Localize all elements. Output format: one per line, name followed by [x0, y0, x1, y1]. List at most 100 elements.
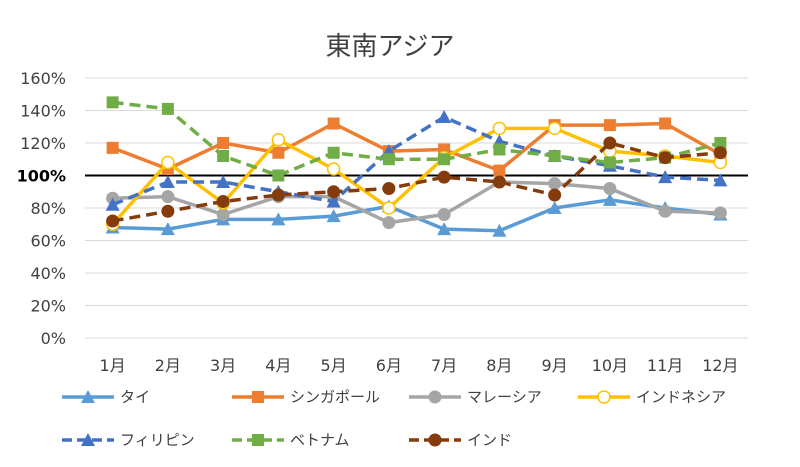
data-point [658, 170, 673, 184]
data-point [382, 216, 396, 230]
data-point [327, 185, 341, 199]
data-point [492, 175, 506, 189]
data-point [105, 197, 120, 211]
legend-marker [428, 433, 442, 447]
legend-marker [597, 390, 611, 404]
x-tick-label: 8月 [486, 356, 512, 375]
legend-label: インドネシア [636, 388, 726, 406]
data-point [382, 182, 396, 195]
data-point [493, 143, 506, 156]
data-point [603, 156, 616, 169]
data-point [382, 201, 396, 215]
data-point [161, 155, 175, 170]
y-tick-label: 100% [17, 167, 66, 186]
x-tick-label: 5月 [321, 356, 347, 375]
data-point [437, 222, 452, 236]
y-axis-ticks: 0% 20% 40% 60% 80% 100% 120% 140% 160% [17, 69, 66, 348]
data-point [603, 182, 617, 195]
data-point [272, 146, 285, 159]
data-point [272, 169, 285, 182]
y-tick-label: 120% [20, 134, 66, 153]
data-point [714, 137, 727, 149]
data-point [216, 195, 230, 208]
series-group [105, 96, 728, 237]
data-point [106, 141, 119, 154]
data-point [160, 222, 175, 236]
data-point [438, 153, 451, 166]
legend-marker [81, 433, 95, 446]
legend-item: マレーシア [409, 388, 542, 406]
legend-label: シンガポール [290, 388, 380, 406]
series-line [112, 180, 721, 225]
data-point [216, 175, 231, 188]
data-point [161, 102, 174, 115]
x-tick-label: 12月 [702, 356, 738, 375]
data-point [271, 188, 285, 202]
data-point [326, 162, 341, 176]
x-tick-label: 6月 [376, 356, 402, 375]
series-6 [106, 96, 727, 182]
legend-marker [81, 390, 95, 403]
data-point [603, 119, 616, 132]
legend-marker [428, 390, 442, 404]
data-point [603, 136, 617, 150]
legend-item: インド [409, 431, 512, 449]
data-point [217, 150, 230, 162]
y-tick-label: 20% [30, 297, 66, 316]
legend-label: タイ [120, 388, 150, 406]
data-point [492, 121, 507, 136]
data-point [216, 208, 230, 221]
data-point [326, 194, 341, 208]
y-tick-label: 160% [20, 69, 66, 88]
x-tick-label: 1月 [100, 356, 126, 375]
data-point [659, 117, 672, 130]
data-point [382, 153, 395, 166]
data-point [548, 150, 561, 162]
legend-item: フィリピン [62, 431, 195, 449]
data-point [161, 204, 175, 218]
data-point [713, 206, 727, 220]
x-tick-label: 7月 [431, 356, 457, 375]
legend-label: インド [467, 431, 512, 449]
data-point [437, 110, 452, 123]
legend-item: タイ [62, 388, 150, 406]
legend-item: インドネシア [578, 388, 726, 406]
x-tick-label: 4月 [265, 356, 291, 375]
x-tick-label: 11月 [647, 356, 683, 375]
x-tick-label: 9月 [542, 356, 568, 375]
x-axis-ticks: 1月 2月 3月 4月 5月 6月 7月 8月 9月 10月 11月 12月 [100, 356, 739, 375]
data-point [327, 146, 340, 159]
data-point [658, 151, 672, 165]
data-point [271, 133, 286, 147]
y-tick-label: 140% [20, 102, 66, 121]
data-point [602, 192, 617, 206]
data-point [437, 170, 451, 184]
legend-label: フィリピン [120, 431, 195, 449]
series-line [111, 115, 721, 207]
y-tick-label: 60% [30, 232, 66, 251]
data-point [713, 146, 727, 160]
y-tick-label: 80% [30, 199, 66, 218]
data-point [713, 173, 728, 187]
data-point [493, 164, 506, 177]
data-point [658, 204, 672, 218]
data-point [160, 175, 175, 188]
y-tick-label: 0% [41, 329, 66, 348]
data-point [327, 117, 340, 130]
data-point [161, 190, 175, 204]
data-point [492, 223, 507, 237]
data-point [271, 212, 286, 226]
y-tick-label: 40% [30, 264, 66, 283]
legend-marker [252, 391, 264, 403]
legend-marker [252, 434, 264, 446]
legend-item: ベトナム [232, 431, 350, 449]
data-point [548, 188, 562, 202]
chart-title: 東南アジア [326, 32, 455, 62]
legend-label: マレーシア [467, 388, 542, 406]
series-7 [106, 136, 727, 228]
data-point [106, 214, 120, 228]
data-point [437, 208, 451, 221]
x-tick-label: 3月 [210, 356, 236, 375]
